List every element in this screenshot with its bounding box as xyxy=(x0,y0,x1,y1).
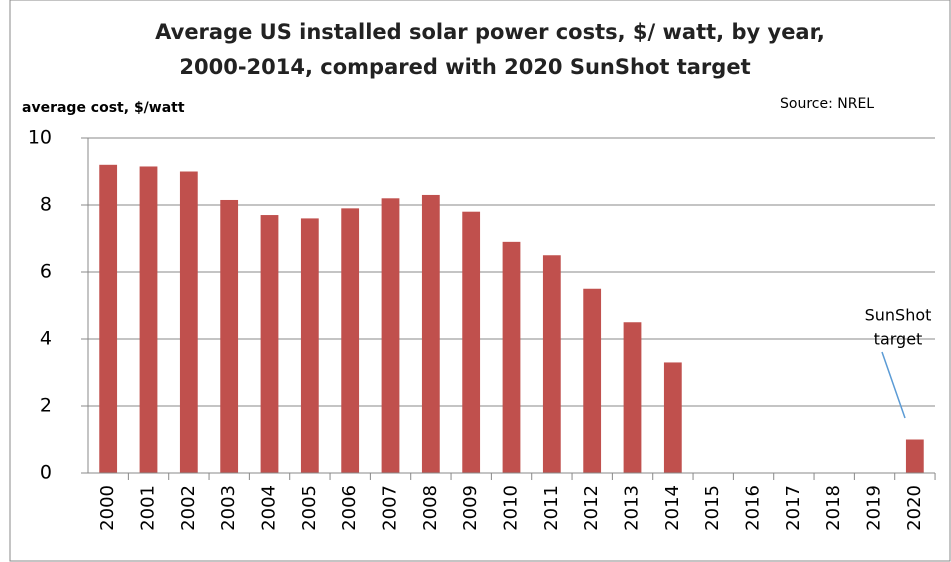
y-tick-label: 0 xyxy=(40,462,52,484)
x-tick-label: 2014 xyxy=(662,485,683,531)
x-tick-label: 2011 xyxy=(541,485,562,531)
bar xyxy=(300,218,319,473)
bar xyxy=(99,164,118,474)
y-axis-label: average cost, $/watt xyxy=(22,100,185,116)
x-tick-label: 2003 xyxy=(218,485,239,531)
annotation: SunShot xyxy=(865,306,932,325)
x-tick-label: 2006 xyxy=(339,485,360,531)
bar xyxy=(663,362,682,473)
bar xyxy=(260,215,279,474)
y-tick-label: 2 xyxy=(40,395,52,417)
annotation-arrow xyxy=(881,351,906,419)
chart-title: Average US installed solar power costs, … xyxy=(155,20,825,44)
bar xyxy=(179,171,198,473)
x-tick-label: 2018 xyxy=(823,485,844,531)
x-tick-label: 2004 xyxy=(259,485,280,531)
x-tick-label: 2002 xyxy=(178,485,199,531)
x-tick-label: 2001 xyxy=(138,485,159,531)
x-tick-label: 2000 xyxy=(97,485,118,531)
bar xyxy=(341,208,360,473)
bar xyxy=(905,439,924,473)
bar xyxy=(623,322,642,473)
x-tick-label: 2016 xyxy=(743,485,764,531)
bar xyxy=(583,288,602,473)
x-tick-label: 2005 xyxy=(299,485,320,531)
x-tick-label: 2019 xyxy=(864,485,885,531)
bar xyxy=(542,255,561,473)
x-tick-label: 2017 xyxy=(783,485,804,531)
source: Source: NREL xyxy=(780,96,874,112)
x-tick-label: 2007 xyxy=(380,485,401,531)
x-tick-label: 2020 xyxy=(904,485,925,531)
y-tick-label: 8 xyxy=(40,194,52,216)
x-tick-label: 2010 xyxy=(501,485,522,531)
y-tick-label: 10 xyxy=(28,127,52,149)
bar xyxy=(381,198,400,474)
annotation: target xyxy=(874,330,923,349)
bar xyxy=(462,211,481,473)
y-tick-label: 4 xyxy=(40,328,52,350)
x-tick-label: 2013 xyxy=(622,485,643,531)
y-tick-label: 6 xyxy=(40,261,52,283)
x-tick-label: 2012 xyxy=(581,485,602,531)
x-tick-label: 2015 xyxy=(702,485,723,531)
bar xyxy=(139,166,158,473)
chart-title: 2000-2014, compared with 2020 SunShot ta… xyxy=(179,55,750,79)
bar xyxy=(502,241,521,473)
x-tick-label: 2008 xyxy=(420,485,441,531)
bar xyxy=(421,194,440,473)
bar xyxy=(220,199,239,473)
x-tick-label: 2009 xyxy=(460,485,481,531)
